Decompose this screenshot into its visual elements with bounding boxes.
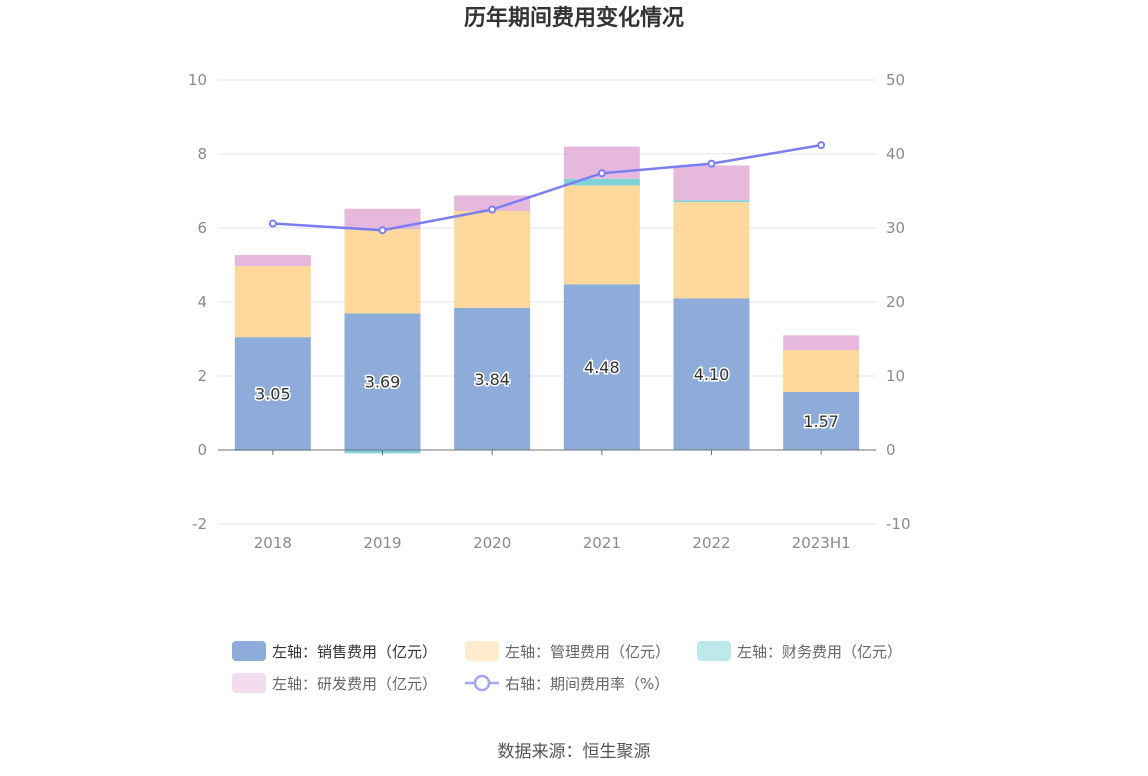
left-tick-label: -2 xyxy=(192,515,207,533)
bar-segment xyxy=(454,195,531,211)
rate-point xyxy=(707,159,716,168)
bar-segment xyxy=(234,255,311,267)
gridlines xyxy=(218,79,876,525)
chart-title: 历年期间费用变化情况 xyxy=(464,5,684,31)
rate-point xyxy=(268,219,277,228)
bar-segment xyxy=(234,337,311,450)
rate-point xyxy=(488,205,497,214)
bar-segment xyxy=(673,200,750,203)
category-label: 2023H1 xyxy=(792,534,851,552)
legend-item: 左轴：研发费用（亿元） xyxy=(232,673,437,693)
bar-data-labels: 3.05 3.69 3.84 4.48 4.10 1.57 xyxy=(254,357,841,433)
rate-line xyxy=(272,143,822,232)
category-label: 2018 xyxy=(254,534,292,552)
bar-segment xyxy=(563,178,640,186)
legend-marker xyxy=(473,674,491,692)
bar-segment xyxy=(783,350,860,392)
x-axis-line xyxy=(218,449,876,455)
right-tick-label: 10 xyxy=(886,367,905,385)
bar-segment xyxy=(344,313,421,450)
legend-label: 左轴：财务费用（亿元） xyxy=(737,643,902,661)
bar-segment xyxy=(673,165,750,201)
bar-segment xyxy=(563,284,640,450)
right-tick-label: 20 xyxy=(886,293,905,311)
legend-item: 左轴：销售费用（亿元） xyxy=(232,641,437,661)
category-label: 2020 xyxy=(473,534,511,552)
bar-segment xyxy=(673,202,750,299)
bar-segment xyxy=(454,307,531,450)
category-label: 2021 xyxy=(583,534,621,552)
legend-swatch xyxy=(697,641,731,661)
left-tick-label: 6 xyxy=(197,219,207,237)
left-tick-label: 2 xyxy=(197,367,207,385)
left-tick-label: 10 xyxy=(188,71,207,89)
bar-segment xyxy=(234,266,311,338)
rate-point xyxy=(597,169,606,178)
legend-item: 左轴：管理费用（亿元） xyxy=(465,641,670,661)
legend-item: 左轴：财务费用（亿元） xyxy=(697,641,902,661)
legend-label: 左轴：管理费用（亿元） xyxy=(505,643,670,661)
left-tick-label: 8 xyxy=(197,145,207,163)
bar-value-label: 3.84 xyxy=(474,370,510,389)
rate-point xyxy=(378,226,387,235)
bar-segment xyxy=(673,298,750,450)
left-tick-label: 4 xyxy=(197,293,207,311)
bar-value-label: 4.48 xyxy=(584,358,620,377)
bar-value-label: 4.10 xyxy=(694,365,730,384)
legend-swatch xyxy=(232,673,266,693)
right-tick-label: 30 xyxy=(886,219,905,237)
bar-value-label: 1.57 xyxy=(803,412,839,431)
rate-line-series xyxy=(268,141,826,235)
legend-label: 左轴：销售费用（亿元） xyxy=(272,643,437,661)
bar-series xyxy=(234,146,860,454)
left-tick-label: 0 xyxy=(197,441,207,459)
legend: 左轴：销售费用（亿元） 左轴：管理费用（亿元） 左轴：财务费用（亿元） 左轴：研发费用… xyxy=(232,641,902,693)
legend-item: 右轴：期间费用率（%） xyxy=(465,674,669,693)
bar-segment xyxy=(783,391,860,450)
bar-segment xyxy=(344,229,421,314)
source-note: 数据来源：恒生聚源 xyxy=(498,742,651,762)
x-axis-categories: 2018 2019 2020 2021 2022 2023H1 xyxy=(254,534,851,552)
right-tick-label: -10 xyxy=(886,515,911,533)
left-axis-ticks: -2 0 2 4 6 8 10 xyxy=(188,71,207,533)
bar-segment xyxy=(454,210,531,308)
legend-label: 左轴：研发费用（亿元） xyxy=(272,675,437,693)
category-label: 2022 xyxy=(692,534,730,552)
legend-swatch xyxy=(232,641,266,661)
legend-swatch xyxy=(465,641,499,661)
right-tick-label: 0 xyxy=(886,441,896,459)
bar-value-label: 3.69 xyxy=(365,373,401,392)
category-label: 2019 xyxy=(363,534,401,552)
right-tick-label: 50 xyxy=(886,71,905,89)
bar-segment xyxy=(344,208,421,230)
right-axis-ticks: -10 0 10 20 30 40 50 xyxy=(886,71,911,533)
rate-point xyxy=(817,141,826,150)
bar-segment xyxy=(563,185,640,285)
bar-segment xyxy=(783,335,860,351)
legend-label: 右轴：期间费用率（%） xyxy=(505,675,669,693)
right-tick-label: 40 xyxy=(886,145,905,163)
bar-value-label: 3.05 xyxy=(255,385,291,404)
